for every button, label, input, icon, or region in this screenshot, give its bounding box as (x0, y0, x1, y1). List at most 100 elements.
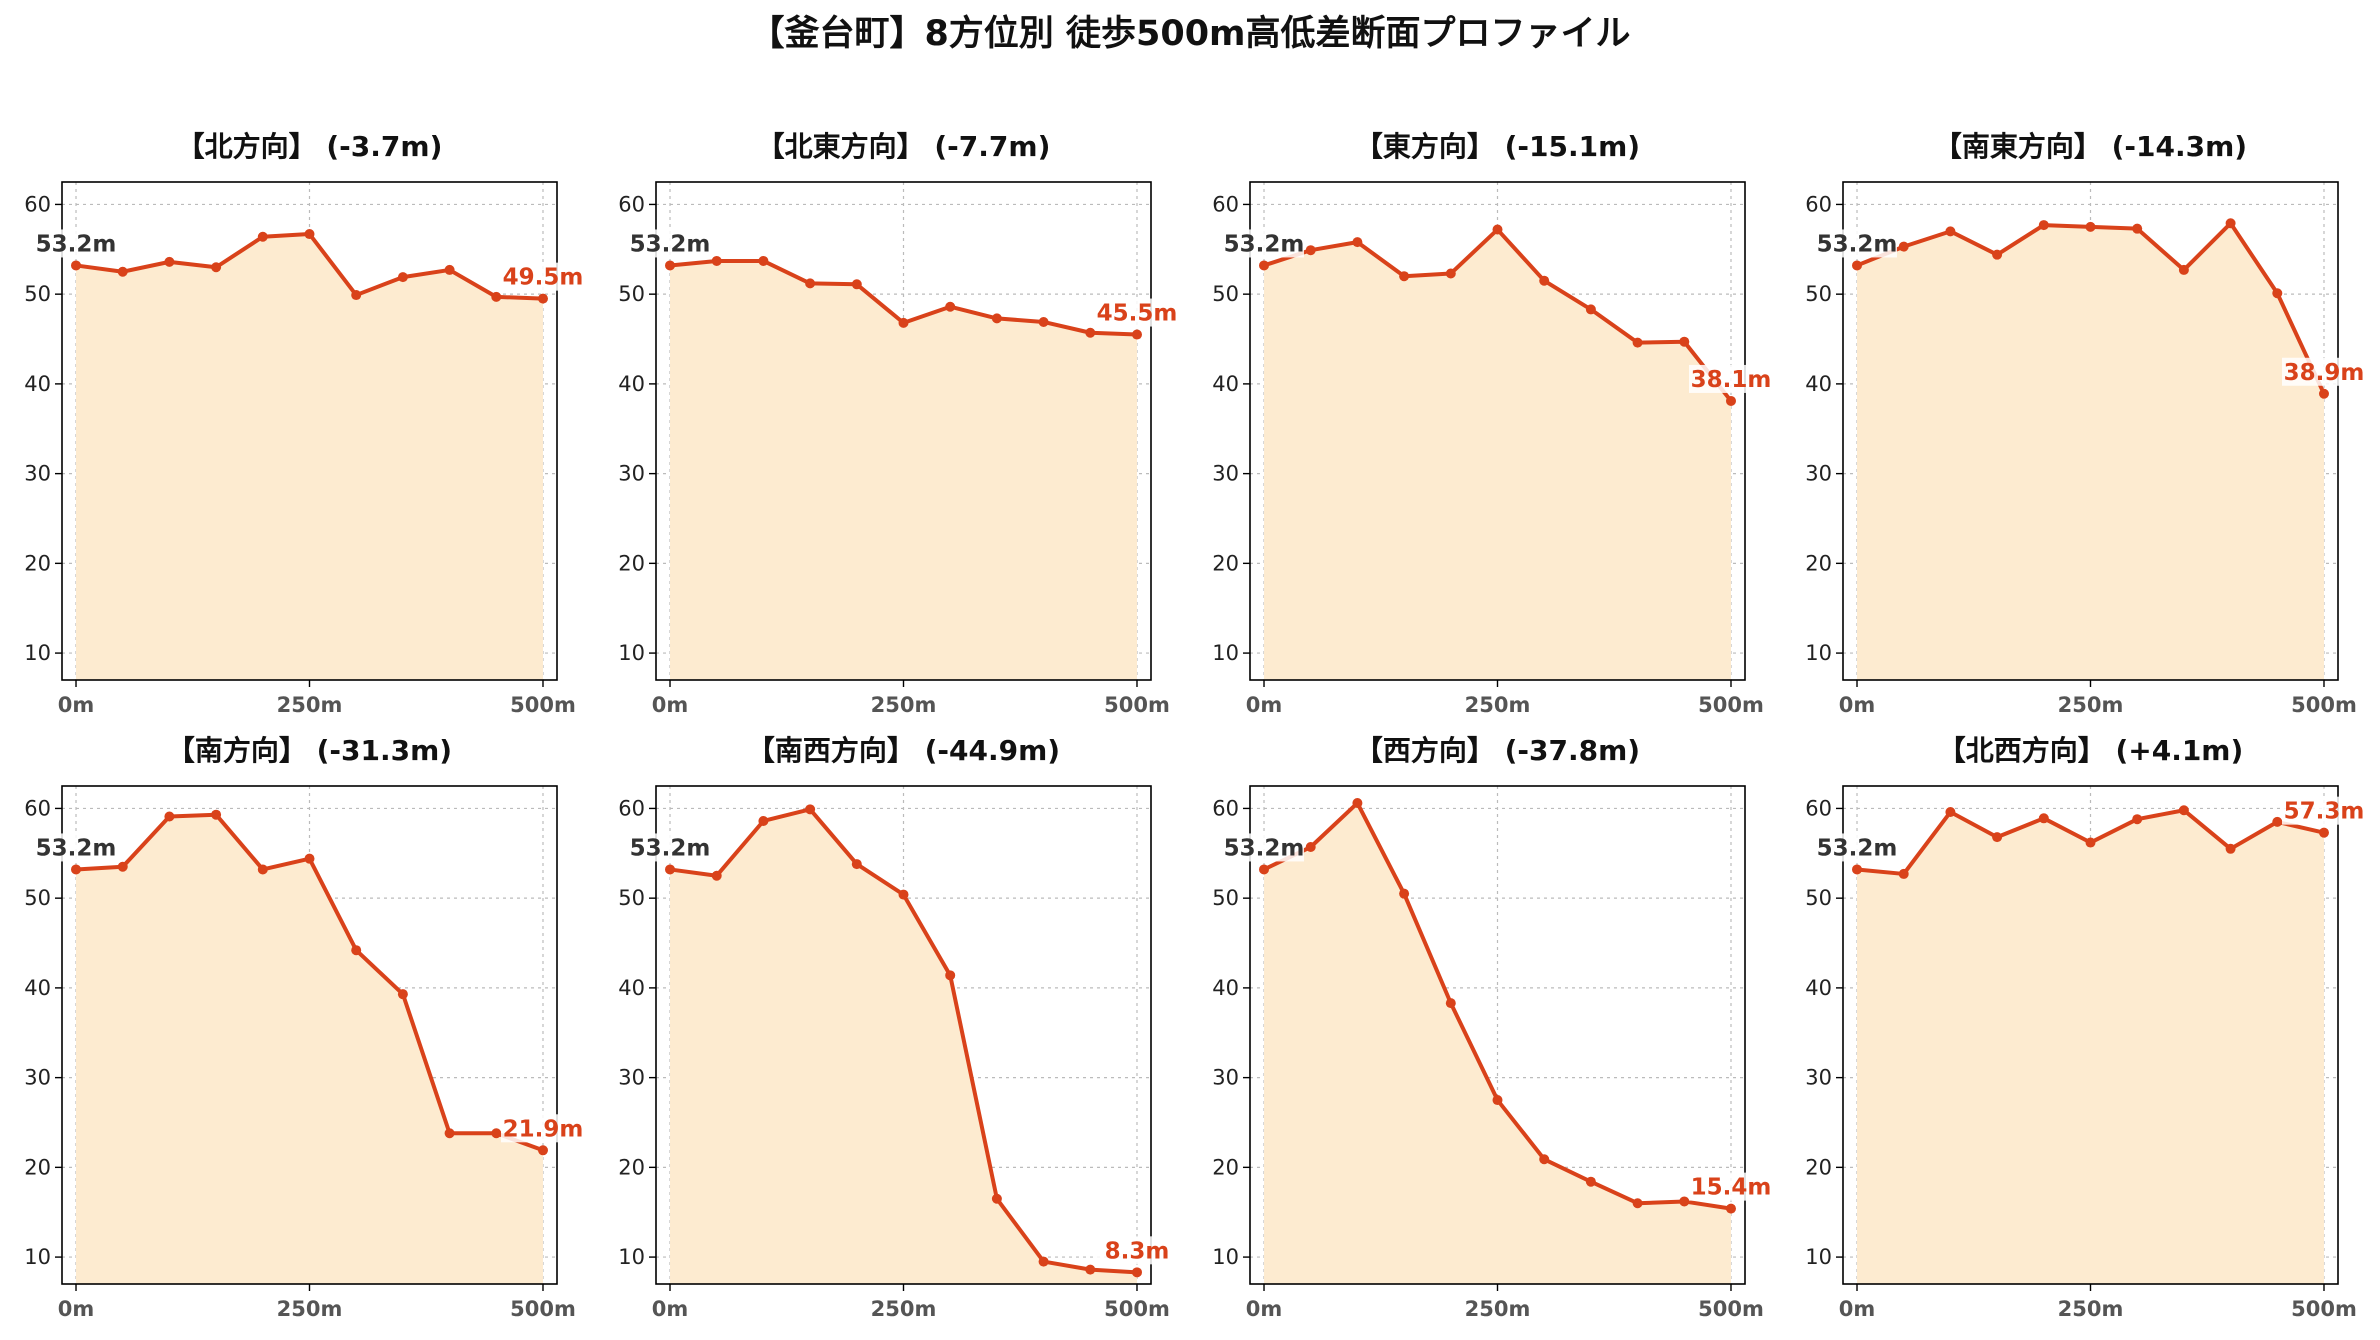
data-point (2225, 218, 2236, 229)
start-label: 53.2m (1817, 231, 1898, 257)
x-tick-label: 500m (2291, 693, 2357, 717)
panel-1: 【北東方向】 (-7.7m) 10 20 30 40 50 60 0m 250m 500m 53.2… (618, 130, 1179, 717)
start-label: 53.2m (1224, 835, 1305, 861)
start-label: 53.2m (36, 835, 117, 861)
data-point (991, 313, 1002, 324)
y-tick-label: 10 (24, 641, 51, 665)
start-label: 53.2m (1224, 231, 1305, 257)
data-point (1038, 316, 1049, 327)
area-fill (76, 814, 543, 1284)
data-point (1085, 1264, 1096, 1275)
y-tick-label: 50 (618, 886, 645, 910)
y-tick-label: 50 (1212, 886, 1239, 910)
data-point (2132, 223, 2143, 234)
y-tick-label: 10 (1212, 1245, 1239, 1269)
y-tick-label: 10 (618, 641, 645, 665)
end-label: 8.3m (1105, 1238, 1170, 1264)
panel-title: 【西方向】 (-37.8m) (1355, 734, 1640, 767)
data-point (211, 809, 222, 820)
end-label-box (500, 262, 585, 291)
start-label-box (1224, 229, 1305, 258)
y-tick-label: 50 (1805, 282, 1832, 306)
y-tick-label: 40 (1212, 372, 1239, 396)
x-tick-label: 500m (510, 1297, 576, 1321)
data-point (1352, 798, 1363, 809)
x-tick-label: 250m (2058, 1297, 2124, 1321)
start-label-box (36, 229, 117, 258)
data-point (491, 1128, 502, 1139)
data-point (1399, 271, 1410, 282)
panel-5: 【南西方向】 (-44.9m) 10 20 30 40 50 60 0m 250m 500m 53.… (618, 734, 1179, 1321)
y-tick-label: 10 (1212, 641, 1239, 665)
y-tick-label: 30 (618, 462, 645, 486)
y-tick-label: 40 (1805, 976, 1832, 1000)
x-tick-label: 250m (277, 693, 343, 717)
y-tick-label: 20 (1212, 1155, 1239, 1179)
end-label: 21.9m (503, 1116, 584, 1142)
panel-7: 【北西方向】 (+4.1m) 10 20 30 40 50 60 0m 250m 500m 53.2… (1805, 734, 2366, 1321)
data-point (851, 859, 862, 870)
data-point (1852, 864, 1863, 875)
data-point (1259, 260, 1270, 271)
x-tick-label: 0m (1839, 1297, 1876, 1321)
data-point (1492, 1095, 1503, 1106)
y-tick-label: 30 (1805, 462, 1832, 486)
data-point (164, 811, 175, 822)
x-tick-label: 0m (1246, 1297, 1283, 1321)
x-tick-label: 500m (1698, 1297, 1764, 1321)
panel-6: 【西方向】 (-37.8m) 10 20 30 40 50 60 0m 250m 500m 53.2… (1212, 734, 1773, 1321)
end-label-box (1688, 1172, 1773, 1201)
data-point (1539, 275, 1550, 286)
y-tick-label: 40 (24, 372, 51, 396)
data-point (537, 1145, 548, 1156)
data-point (1305, 245, 1316, 256)
data-point (2318, 388, 2329, 399)
data-point (1492, 224, 1503, 235)
x-tick-label: 0m (58, 1297, 95, 1321)
y-tick-label: 60 (1805, 192, 1832, 216)
x-tick-label: 250m (1465, 693, 1531, 717)
y-tick-label: 40 (618, 976, 645, 1000)
data-point (71, 260, 82, 271)
data-point (2178, 264, 2189, 275)
y-tick-label: 20 (1805, 1155, 1832, 1179)
start-label-box (630, 229, 711, 258)
x-tick-label: 250m (2058, 693, 2124, 717)
y-tick-label: 40 (24, 976, 51, 1000)
data-point (1445, 998, 1456, 1009)
data-point (2272, 816, 2283, 827)
y-tick-label: 50 (24, 886, 51, 910)
data-point (945, 970, 956, 981)
data-point (257, 864, 268, 875)
data-point (1945, 807, 1956, 818)
data-point (1852, 260, 1863, 271)
area-fill (670, 809, 1137, 1284)
x-tick-label: 0m (58, 693, 95, 717)
start-label-box (1224, 833, 1305, 862)
area-fill (1857, 223, 2324, 680)
data-point (2085, 837, 2096, 848)
y-tick-label: 60 (24, 796, 51, 820)
data-point (665, 864, 676, 875)
data-point (444, 264, 455, 275)
start-label-box (1817, 833, 1898, 862)
data-point (397, 989, 408, 1000)
data-point (164, 256, 175, 267)
panel-0: 【北方向】 (-3.7m) 10 20 30 40 50 60 0m 250m 500m 53.2m… (24, 130, 585, 717)
panel-title: 【東方向】 (-15.1m) (1355, 130, 1640, 163)
x-tick-label: 250m (277, 1297, 343, 1321)
data-point (1898, 241, 1909, 252)
data-point (1898, 868, 1909, 879)
start-label: 53.2m (1817, 835, 1898, 861)
y-tick-label: 30 (24, 462, 51, 486)
y-tick-label: 30 (618, 1066, 645, 1090)
x-tick-label: 500m (1698, 693, 1764, 717)
data-point (1992, 249, 2003, 260)
y-tick-label: 10 (24, 1245, 51, 1269)
panel-title: 【南方向】 (-31.3m) (167, 734, 452, 767)
data-point (117, 266, 128, 277)
area-fill (1857, 810, 2324, 1284)
y-tick-label: 40 (618, 372, 645, 396)
y-tick-label: 30 (1805, 1066, 1832, 1090)
